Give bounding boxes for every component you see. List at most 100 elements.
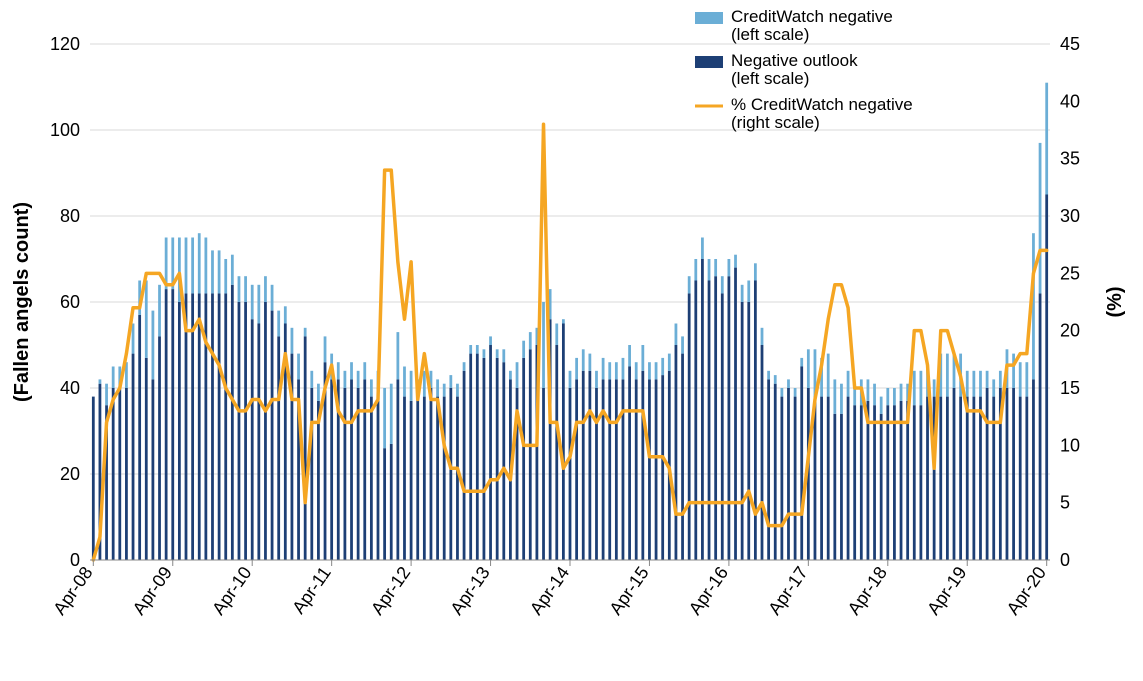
bar-creditwatch-neg xyxy=(198,233,201,293)
bar-creditwatch-neg xyxy=(304,328,307,337)
bar-negative-outlook xyxy=(953,388,956,560)
bar-creditwatch-neg xyxy=(900,384,903,401)
bar-creditwatch-neg xyxy=(767,371,770,380)
bar-negative-outlook xyxy=(595,388,598,560)
bar-negative-outlook xyxy=(926,397,929,560)
bar-creditwatch-neg xyxy=(337,362,340,379)
bar-negative-outlook xyxy=(138,315,141,560)
bar-negative-outlook xyxy=(410,401,413,560)
bar-creditwatch-neg xyxy=(185,238,188,294)
bar-negative-outlook xyxy=(741,302,744,560)
svg-text:40: 40 xyxy=(60,378,80,398)
legend-label: (right scale) xyxy=(731,113,820,132)
bar-creditwatch-neg xyxy=(867,379,870,401)
bar-creditwatch-neg xyxy=(317,384,320,401)
bar-creditwatch-neg xyxy=(800,358,803,367)
bar-creditwatch-neg xyxy=(648,362,651,379)
bar-negative-outlook xyxy=(238,302,241,560)
bar-creditwatch-neg xyxy=(277,311,280,337)
bar-negative-outlook xyxy=(449,388,452,560)
bar-negative-outlook xyxy=(608,379,611,560)
bar-creditwatch-neg xyxy=(721,276,724,293)
svg-text:15: 15 xyxy=(1060,378,1080,398)
bar-negative-outlook xyxy=(171,289,174,560)
bar-creditwatch-neg xyxy=(701,238,704,260)
bar-creditwatch-neg xyxy=(132,324,135,354)
bar-negative-outlook xyxy=(694,281,697,561)
bar-negative-outlook xyxy=(403,397,406,560)
bar-creditwatch-neg xyxy=(403,367,406,397)
svg-text:120: 120 xyxy=(50,34,80,54)
bar-negative-outlook xyxy=(502,362,505,560)
bar-negative-outlook xyxy=(562,324,565,561)
bar-creditwatch-neg xyxy=(443,384,446,397)
bar-negative-outlook xyxy=(483,358,486,560)
bar-creditwatch-neg xyxy=(1019,362,1022,396)
bar-negative-outlook xyxy=(112,388,115,560)
bar-negative-outlook xyxy=(390,444,393,560)
legend-label: (left scale) xyxy=(731,69,809,88)
bar-creditwatch-neg xyxy=(913,371,916,405)
legend-label: % CreditWatch negative xyxy=(731,95,913,114)
bar-creditwatch-neg xyxy=(708,259,711,281)
bar-creditwatch-neg xyxy=(436,379,439,396)
bar-negative-outlook xyxy=(370,397,373,560)
bar-creditwatch-neg xyxy=(463,362,466,371)
svg-text:20: 20 xyxy=(60,464,80,484)
bar-creditwatch-neg xyxy=(734,255,737,268)
bar-creditwatch-neg xyxy=(284,306,287,323)
bar-negative-outlook xyxy=(211,293,214,560)
bar-creditwatch-neg xyxy=(622,358,625,380)
bar-negative-outlook xyxy=(363,379,366,560)
bar-creditwatch-neg xyxy=(211,250,214,293)
bar-creditwatch-neg xyxy=(1045,83,1048,195)
bar-creditwatch-neg xyxy=(310,371,313,388)
bar-negative-outlook xyxy=(780,397,783,560)
bar-negative-outlook xyxy=(873,405,876,560)
bar-negative-outlook xyxy=(198,293,201,560)
svg-text:60: 60 xyxy=(60,292,80,312)
bar-creditwatch-neg xyxy=(324,336,327,362)
bar-creditwatch-neg xyxy=(920,371,923,405)
bar-creditwatch-neg xyxy=(628,345,631,367)
bar-creditwatch-neg xyxy=(608,362,611,379)
bar-creditwatch-neg xyxy=(754,263,757,280)
bar-negative-outlook xyxy=(761,345,764,560)
svg-text:20: 20 xyxy=(1060,321,1080,341)
bar-creditwatch-neg xyxy=(946,354,949,397)
bar-creditwatch-neg xyxy=(661,358,664,375)
bar-negative-outlook xyxy=(529,349,532,560)
bar-negative-outlook xyxy=(1039,293,1042,560)
bar-creditwatch-neg xyxy=(264,276,267,302)
bar-negative-outlook xyxy=(476,354,479,560)
legend-swatch xyxy=(695,56,723,68)
bar-negative-outlook xyxy=(423,397,426,560)
bar-negative-outlook xyxy=(463,371,466,560)
bar-creditwatch-neg xyxy=(238,276,241,302)
bar-creditwatch-neg xyxy=(423,371,426,397)
bar-creditwatch-neg xyxy=(370,379,373,396)
bar-negative-outlook xyxy=(244,302,247,560)
bar-negative-outlook xyxy=(675,345,678,560)
bar-negative-outlook xyxy=(853,405,856,560)
bar-negative-outlook xyxy=(555,345,558,560)
bar-negative-outlook xyxy=(257,324,260,561)
bar-creditwatch-neg xyxy=(688,276,691,293)
bar-creditwatch-neg xyxy=(880,397,883,414)
bar-creditwatch-neg xyxy=(344,371,347,388)
bar-creditwatch-neg xyxy=(780,388,783,397)
svg-text:30: 30 xyxy=(1060,206,1080,226)
bar-negative-outlook xyxy=(661,375,664,560)
bar-creditwatch-neg xyxy=(158,285,161,337)
bar-negative-outlook xyxy=(734,268,737,560)
bar-negative-outlook xyxy=(648,379,651,560)
bar-negative-outlook xyxy=(880,414,883,560)
bar-negative-outlook xyxy=(641,371,644,560)
bar-negative-outlook xyxy=(588,371,591,560)
legend-label: (left scale) xyxy=(731,25,809,44)
bar-negative-outlook xyxy=(152,379,155,560)
bar-negative-outlook xyxy=(622,379,625,560)
bar-creditwatch-neg xyxy=(542,302,545,388)
bar-creditwatch-neg xyxy=(516,362,519,388)
bar-creditwatch-neg xyxy=(588,354,591,371)
